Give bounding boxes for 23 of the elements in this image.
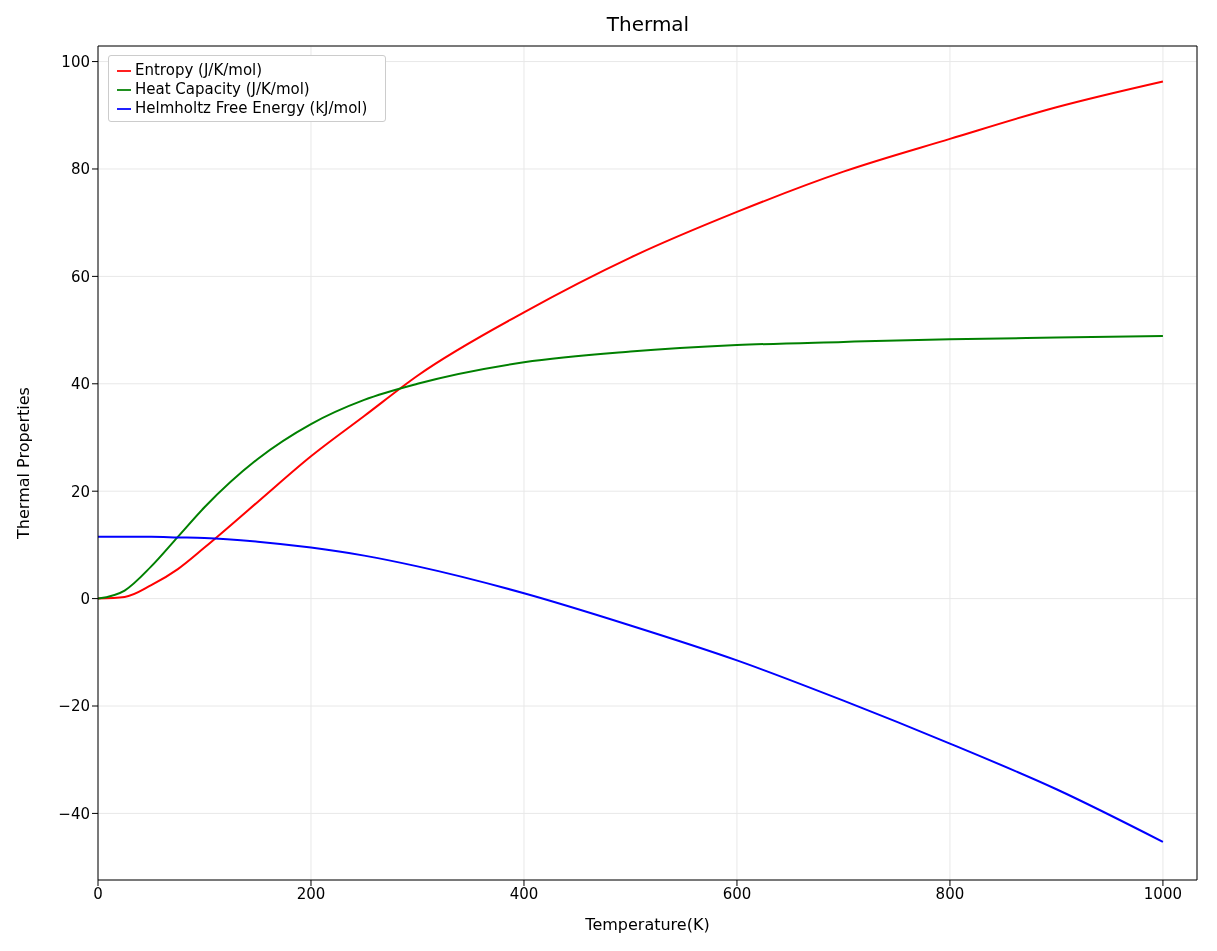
y-tick-label: 80 bbox=[70, 160, 90, 179]
legend-label: Heat Capacity (J/K/mol) bbox=[135, 80, 310, 98]
x-tick-label: 200 bbox=[296, 884, 326, 903]
y-tick-label: 60 bbox=[70, 267, 90, 286]
y-tick-label: 100 bbox=[61, 52, 90, 71]
legend-label: Helmholtz Free Energy (kJ/mol) bbox=[135, 99, 368, 117]
legend-label: Entropy (J/K/mol) bbox=[135, 61, 263, 79]
line-series bbox=[98, 535, 1164, 843]
x-tick-label: 600 bbox=[722, 884, 752, 903]
y-tick-label: 20 bbox=[70, 482, 90, 501]
y-tick-label: −20 bbox=[58, 697, 90, 716]
y-tick-label: 0 bbox=[80, 589, 90, 608]
x-tick-label: 400 bbox=[509, 884, 539, 903]
y-tick-label: −40 bbox=[58, 804, 90, 823]
x-tick-label: 800 bbox=[935, 884, 965, 903]
line-series bbox=[98, 334, 1164, 600]
chart-title: Thermal bbox=[605, 11, 691, 38]
x-tick-label: 0 bbox=[93, 884, 103, 903]
x-axis-title: Temperature(K) bbox=[584, 915, 710, 934]
y-tick-label: 40 bbox=[70, 375, 90, 394]
y-axis-title: Thermal Properties bbox=[13, 387, 33, 540]
line-series bbox=[98, 80, 1164, 600]
x-tick-label: 1000 bbox=[1143, 884, 1183, 903]
